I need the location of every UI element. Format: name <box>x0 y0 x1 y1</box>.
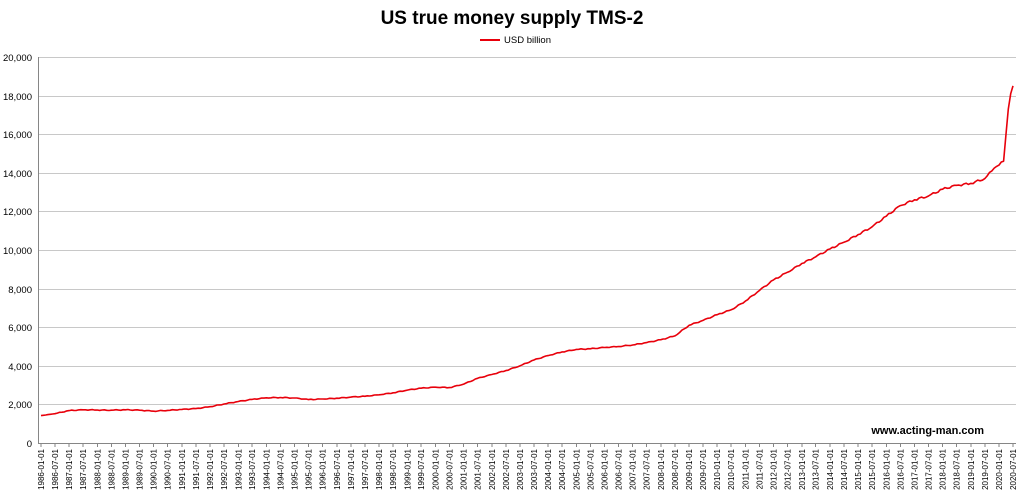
x-tick-label: 2003-07-01 <box>530 448 539 489</box>
x-tick-label: 1996-07-01 <box>333 448 342 489</box>
y-tick-label: 4,000 <box>8 362 32 373</box>
x-tick-label: 1990-07-01 <box>164 448 173 489</box>
x-tick-label: 1989-01-01 <box>122 448 131 489</box>
x-tick-label: 2001-07-01 <box>474 448 483 489</box>
x-tick-label: 2018-01-01 <box>939 448 948 489</box>
x-tick-label: 2012-01-01 <box>770 448 779 489</box>
x-tick-label: 1993-07-01 <box>248 448 257 489</box>
x-tick-label: 2013-07-01 <box>812 448 821 489</box>
x-tick-label: 1988-07-01 <box>107 448 116 489</box>
x-tick-label: 1994-07-01 <box>276 448 285 489</box>
x-tick-label: 2015-07-01 <box>868 448 877 489</box>
y-tick-label: 14,000 <box>3 169 32 180</box>
x-tick-label: 2015-01-01 <box>854 448 863 489</box>
x-tick-label: 2010-01-01 <box>713 448 722 489</box>
x-tick-label: 1991-07-01 <box>192 448 201 489</box>
legend: USD billion <box>480 35 551 46</box>
x-tick-label: 2019-01-01 <box>967 448 976 489</box>
x-tick-label: 1988-01-01 <box>93 448 102 489</box>
x-tick-label: 1996-01-01 <box>319 448 328 489</box>
x-tick-label: 2003-01-01 <box>516 448 525 489</box>
axes <box>38 57 1016 444</box>
x-tick-label: 1993-01-01 <box>234 448 243 489</box>
x-axis-ticks: 1986-01-01 1986-07-01 1987-01-01 1987-07-01… <box>37 443 1018 490</box>
series-layer <box>40 85 1014 417</box>
x-tick-label: 2001-01-01 <box>460 448 469 489</box>
x-tick-label: 2000-01-01 <box>431 448 440 489</box>
x-tick-label: 2009-07-01 <box>699 448 708 489</box>
x-tick-label: 2011-07-01 <box>755 448 764 489</box>
x-tick-label: 2004-07-01 <box>558 448 567 489</box>
x-tick-label: 2011-01-01 <box>741 448 750 489</box>
x-tick-label: 2017-07-01 <box>924 448 933 489</box>
x-tick-label: 1999-01-01 <box>403 448 412 489</box>
y-tick-label: 20,000 <box>3 53 32 64</box>
x-tick-label: 1994-01-01 <box>262 448 271 489</box>
y-tick-label: 12,000 <box>3 207 32 218</box>
x-tick-label: 2017-01-01 <box>910 448 919 489</box>
x-tick-label: 2016-01-01 <box>882 448 891 489</box>
x-tick-label: 2012-07-01 <box>784 448 793 489</box>
gridlines <box>38 57 1016 405</box>
x-tick-label: 2013-01-01 <box>798 448 807 489</box>
y-tick-label: 2,000 <box>8 400 32 411</box>
x-tick-label: 2006-01-01 <box>601 448 610 489</box>
x-tick-label: 1989-07-01 <box>136 448 145 489</box>
x-tick-label: 1986-01-01 <box>37 448 46 489</box>
x-tick-label: 2006-07-01 <box>614 448 623 489</box>
x-tick-label: 1992-01-01 <box>206 448 215 489</box>
x-tick-label: 2007-01-01 <box>629 448 638 489</box>
x-tick-label: 2000-07-01 <box>445 448 454 489</box>
x-tick-label: 2020-07-01 <box>1009 448 1018 489</box>
x-tick-label: 2019-07-01 <box>981 448 990 489</box>
x-tick-label: 1997-07-01 <box>361 448 370 489</box>
legend-label: USD billion <box>504 35 551 46</box>
chart-title: US true money supply TMS-2 <box>381 8 644 29</box>
x-tick-label: 1987-07-01 <box>79 448 88 489</box>
y-axis-ticks: 0 2,000 4,000 6,000 8,000 10,000 12,000 14,000 1… <box>3 53 32 450</box>
y-tick-label: 0 <box>27 439 32 450</box>
x-tick-label: 1990-01-01 <box>150 448 159 489</box>
watermark-text: www.acting-man.com <box>870 425 984 437</box>
x-tick-label: 2018-07-01 <box>953 448 962 489</box>
x-tick-label: 2005-07-01 <box>586 448 595 489</box>
x-tick-label: 2010-07-01 <box>727 448 736 489</box>
x-tick-label: 2009-01-01 <box>685 448 694 489</box>
y-tick-label: 6,000 <box>8 323 32 334</box>
x-tick-label: 2016-07-01 <box>896 448 905 489</box>
y-tick-label: 8,000 <box>8 285 32 296</box>
x-tick-label: 2005-01-01 <box>572 448 581 489</box>
x-tick-label: 2008-07-01 <box>671 448 680 489</box>
series-line-0 <box>40 85 1014 417</box>
x-tick-label: 2002-01-01 <box>488 448 497 489</box>
x-tick-label: 1991-01-01 <box>178 448 187 489</box>
x-tick-label: 1999-07-01 <box>417 448 426 489</box>
x-tick-label: 1992-07-01 <box>220 448 229 489</box>
x-tick-label: 2007-07-01 <box>643 448 652 489</box>
x-tick-label: 2004-01-01 <box>544 448 553 489</box>
x-tick-label: 2014-07-01 <box>840 448 849 489</box>
x-tick-label: 1995-01-01 <box>291 448 300 489</box>
x-tick-label: 1998-07-01 <box>389 448 398 489</box>
x-tick-label: 2008-01-01 <box>657 448 666 489</box>
x-tick-label: 1986-07-01 <box>51 448 60 489</box>
x-tick-label: 1997-01-01 <box>347 448 356 489</box>
x-tick-label: 2014-01-01 <box>826 448 835 489</box>
x-tick-label: 1998-01-01 <box>375 448 384 489</box>
x-tick-label: 2002-07-01 <box>502 448 511 489</box>
x-tick-label: 1987-01-01 <box>65 448 74 489</box>
y-tick-label: 18,000 <box>3 92 32 103</box>
y-tick-label: 10,000 <box>3 246 32 257</box>
x-tick-label: 1995-07-01 <box>305 448 314 489</box>
x-tick-label: 2020-01-01 <box>995 448 1004 489</box>
y-tick-label: 16,000 <box>3 130 32 141</box>
